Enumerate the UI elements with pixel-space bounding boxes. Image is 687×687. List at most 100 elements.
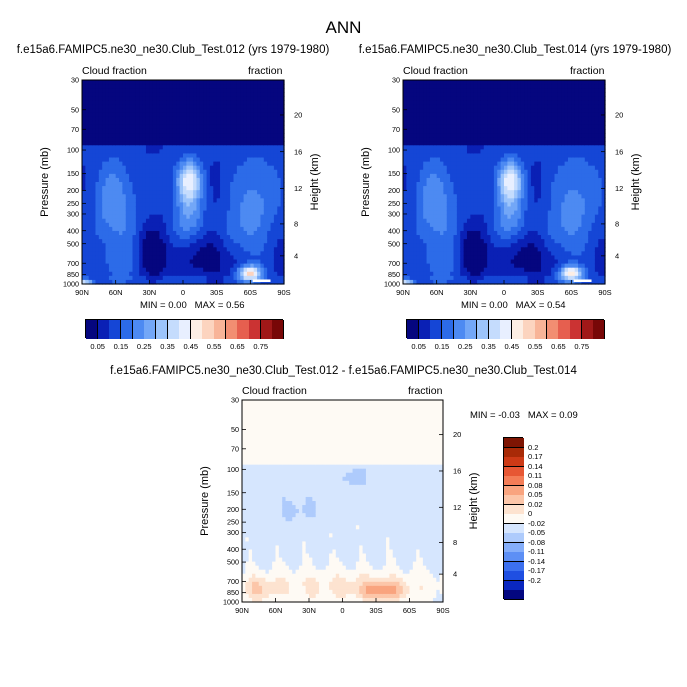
field-cell bbox=[426, 100, 431, 106]
field-cell bbox=[280, 84, 285, 89]
field-cell bbox=[230, 116, 235, 122]
field-cell bbox=[473, 100, 478, 106]
field-cell bbox=[524, 92, 529, 97]
field-cell bbox=[243, 153, 248, 159]
field-cell bbox=[260, 153, 265, 159]
field-cell bbox=[246, 169, 251, 175]
field-cell bbox=[530, 153, 535, 159]
field-cell bbox=[172, 267, 177, 273]
field-cell bbox=[125, 128, 130, 134]
field-cell bbox=[413, 279, 418, 285]
field-cell bbox=[453, 226, 458, 232]
field-cell bbox=[176, 275, 181, 281]
field-cell bbox=[223, 157, 228, 163]
field-cell bbox=[487, 243, 492, 248]
field-cell bbox=[429, 169, 434, 175]
field-cell bbox=[426, 88, 431, 93]
field-cell bbox=[416, 149, 421, 155]
field-cell bbox=[108, 124, 113, 130]
field-cell bbox=[423, 190, 428, 195]
field-cell bbox=[456, 177, 461, 183]
field-cell bbox=[490, 141, 495, 146]
field-cell bbox=[119, 214, 123, 220]
field-cell bbox=[473, 279, 478, 285]
field-cell bbox=[223, 235, 228, 240]
field-cell bbox=[129, 124, 134, 130]
field-cell bbox=[85, 275, 90, 281]
field-cell bbox=[92, 235, 97, 240]
field-cell bbox=[423, 202, 428, 208]
field-cell bbox=[253, 169, 258, 175]
field-cell bbox=[263, 96, 268, 101]
field-cell bbox=[419, 161, 424, 167]
field-cell bbox=[203, 141, 208, 146]
field-cell bbox=[440, 263, 444, 269]
field-cell bbox=[199, 84, 204, 89]
field-cell bbox=[112, 194, 117, 199]
field-cell bbox=[413, 239, 418, 244]
field-cell bbox=[456, 112, 461, 118]
field-cell bbox=[267, 206, 272, 212]
field-cell bbox=[243, 251, 248, 257]
field-cell bbox=[487, 202, 492, 208]
field-cell bbox=[85, 271, 90, 277]
field-cell bbox=[169, 218, 174, 224]
field-cell bbox=[135, 226, 140, 232]
field-cell bbox=[527, 120, 532, 126]
field-cell bbox=[216, 267, 221, 273]
field-cell bbox=[216, 218, 221, 224]
field-cell bbox=[436, 133, 441, 138]
field-cell bbox=[98, 222, 103, 228]
field-cell bbox=[132, 259, 137, 265]
field-cell bbox=[493, 190, 498, 195]
field-cell bbox=[403, 84, 407, 89]
field-cell bbox=[436, 206, 441, 212]
field-cell bbox=[240, 267, 245, 273]
field-cell bbox=[530, 222, 535, 228]
field-cell bbox=[243, 214, 248, 220]
field-cell bbox=[419, 259, 424, 265]
field-cell bbox=[487, 190, 492, 195]
field-cell bbox=[213, 157, 218, 163]
field-cell bbox=[260, 230, 265, 236]
field-cell bbox=[220, 88, 224, 93]
field-cell bbox=[497, 116, 502, 122]
field-cell bbox=[460, 112, 465, 118]
field-cell bbox=[162, 177, 167, 183]
field-cell bbox=[463, 149, 468, 155]
field-cell bbox=[98, 186, 103, 191]
field-cell bbox=[403, 239, 407, 244]
field-cell bbox=[169, 149, 174, 155]
field-cell bbox=[419, 116, 424, 122]
field-cell bbox=[112, 259, 117, 265]
field-cell bbox=[514, 161, 519, 167]
field-cell bbox=[199, 235, 204, 240]
field-cell bbox=[82, 271, 86, 277]
field-cell bbox=[497, 112, 502, 118]
field-cell bbox=[426, 218, 431, 224]
field-cell bbox=[463, 198, 468, 203]
field-cell bbox=[250, 92, 255, 97]
field-cell bbox=[466, 206, 471, 212]
field-cell bbox=[135, 202, 140, 208]
field-cell bbox=[423, 80, 428, 85]
field-cell bbox=[497, 149, 502, 155]
field-cell bbox=[480, 128, 485, 134]
field-cell bbox=[514, 84, 519, 89]
field-cell bbox=[260, 190, 265, 195]
field-cell bbox=[132, 267, 137, 273]
field-cell bbox=[142, 137, 147, 142]
field-cell bbox=[490, 194, 495, 199]
field-cell bbox=[487, 120, 492, 126]
field-cell bbox=[253, 116, 258, 122]
field-cell bbox=[517, 149, 522, 155]
field-cell bbox=[186, 80, 191, 85]
field-cell bbox=[226, 169, 231, 175]
field-cell bbox=[176, 206, 181, 212]
field-cell bbox=[98, 243, 103, 248]
field-cell bbox=[270, 84, 275, 89]
field-cell bbox=[196, 124, 201, 130]
field-cell bbox=[510, 271, 515, 277]
field-cell bbox=[527, 259, 532, 265]
field-cell bbox=[514, 271, 519, 277]
